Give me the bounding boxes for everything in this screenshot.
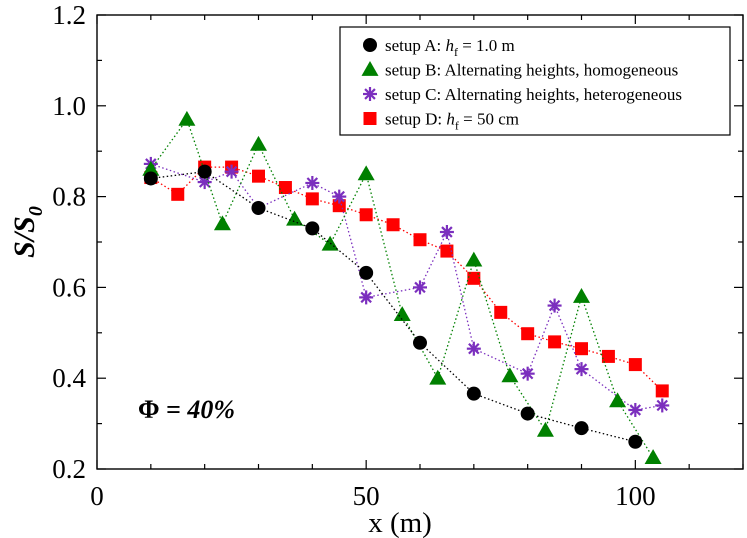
y-tick-label: 0.6 (52, 272, 86, 302)
data-point (413, 280, 427, 295)
x-axis-label: x (m) (368, 507, 432, 538)
series-line (150, 163, 663, 411)
data-point (357, 165, 375, 181)
data-point (224, 164, 239, 179)
data-point (574, 421, 589, 436)
data-point (655, 398, 670, 413)
data-point (393, 306, 411, 322)
y-tick-label: 0.4 (52, 363, 86, 393)
data-point (178, 110, 196, 126)
data-point (143, 171, 158, 186)
legend-marker (363, 112, 377, 125)
data-point (278, 181, 292, 195)
data-point (359, 265, 374, 280)
x-tick-label: 50 (353, 481, 380, 511)
data-point (574, 362, 589, 377)
data-point (213, 215, 231, 231)
data-point (520, 366, 535, 381)
legend: setup A: hf = 1.0 m setup B: Alternating … (339, 26, 731, 136)
y-tick-label: 1.2 (52, 0, 86, 30)
data-point (494, 305, 508, 319)
data-point (609, 392, 627, 408)
y-tick-label: 0.8 (52, 182, 86, 212)
data-point (250, 135, 267, 151)
data-point (465, 251, 483, 267)
y-axis-label: S/S0 (8, 206, 47, 258)
legend-box (339, 26, 731, 136)
data-point (286, 210, 304, 226)
data-point (601, 349, 615, 363)
legend-marker (363, 87, 377, 101)
y-tick-label: 1.0 (52, 91, 86, 121)
x-tick-label: 0 (90, 481, 104, 511)
y-tick-label: 0.2 (52, 454, 86, 484)
series-line (150, 166, 663, 392)
data-point (644, 449, 662, 465)
data-point (575, 342, 588, 356)
series-setup-d (144, 160, 669, 398)
data-point (429, 369, 447, 385)
series-line (150, 118, 654, 458)
data-point (332, 189, 347, 204)
legend-entry: setup B: Alternating heights, homogeneou… (385, 61, 678, 80)
data-point (501, 367, 519, 383)
data-point (521, 327, 535, 341)
legend-entry: setup A: hf = 1.0 m (385, 36, 515, 59)
data-point (305, 175, 320, 190)
legend-entry: setup C: Alternating heights, heterogene… (385, 85, 682, 104)
data-point (142, 160, 160, 176)
data-point (547, 298, 562, 313)
legend-marker (361, 61, 379, 76)
series-setup-b (142, 110, 662, 465)
data-point (413, 335, 427, 350)
series-setup-c (143, 156, 670, 417)
data-point (171, 187, 185, 201)
data-point (305, 192, 319, 206)
data-point (359, 208, 373, 222)
data-point (655, 384, 669, 398)
data-point (628, 434, 643, 449)
data-point (386, 218, 400, 232)
data-point (321, 235, 339, 251)
data-point (573, 287, 590, 303)
data-point (251, 200, 266, 215)
data-point (628, 358, 642, 372)
data-point (520, 406, 535, 421)
data-point (359, 290, 374, 305)
data-point (439, 225, 454, 240)
data-point (466, 341, 481, 356)
legend-entry: setup D: hf = 50 cm (385, 110, 519, 133)
data-point (413, 233, 427, 247)
data-point (536, 421, 554, 437)
data-point (548, 335, 562, 349)
legend-marker (363, 38, 377, 52)
data-point (252, 169, 265, 183)
data-point (628, 402, 643, 417)
series-setup-a (143, 164, 643, 449)
data-point (197, 164, 212, 179)
data-point (467, 271, 481, 285)
data-point (466, 386, 481, 401)
porosity-annotation: Φ = 40% (138, 395, 235, 424)
data-point (305, 221, 320, 236)
x-tick-label: 100 (615, 481, 656, 511)
